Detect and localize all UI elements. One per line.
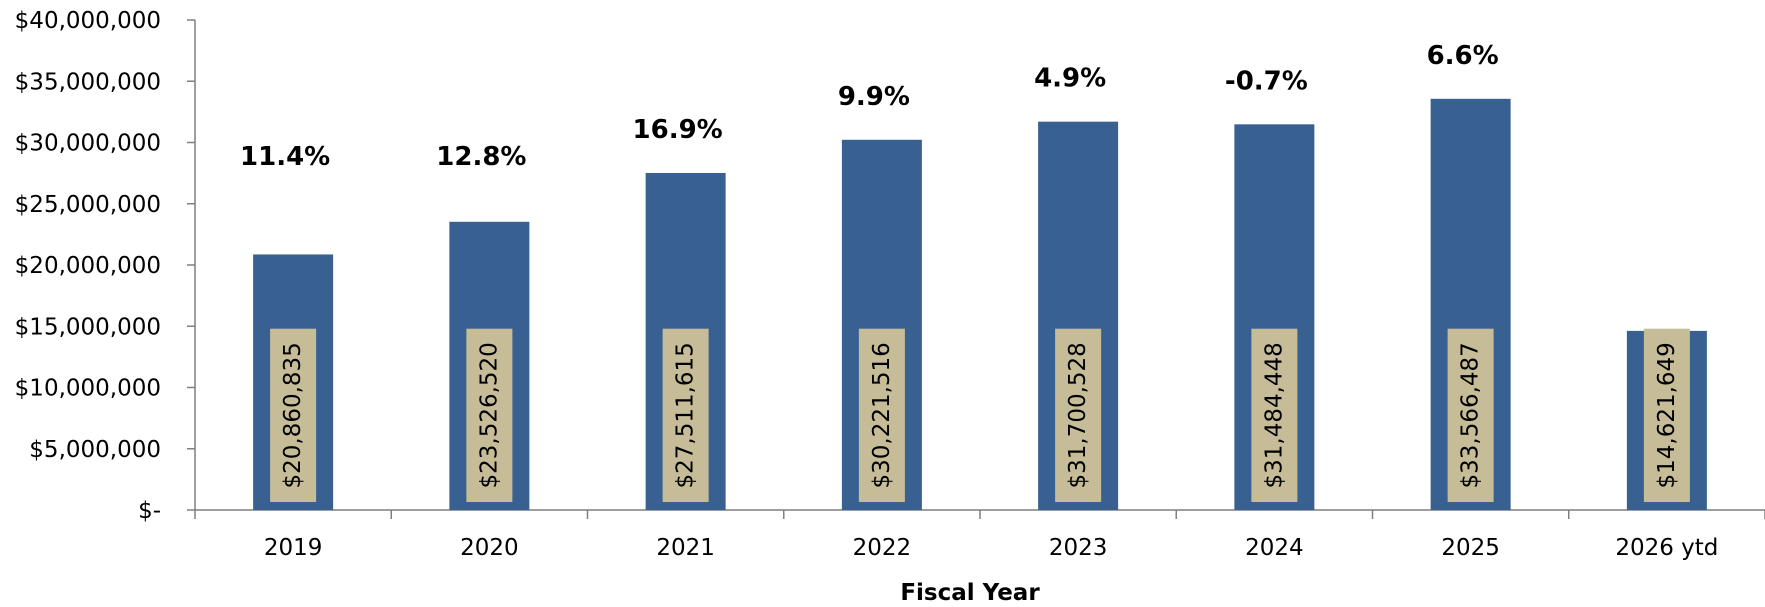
value-label: $20,860,835 (280, 342, 306, 488)
y-tick-label: $15,000,000 (15, 314, 161, 340)
y-tick-label: $25,000,000 (15, 192, 161, 218)
value-label-box (662, 328, 709, 502)
growth-label: 12.8% (436, 142, 526, 172)
value-label-box (858, 328, 905, 502)
value-label-box (466, 328, 513, 502)
x-tick-label: 2026 ytd (1615, 535, 1718, 561)
value-label: $30,221,516 (869, 342, 895, 488)
y-axis: $- $5,000,000 $10,000,000 $15,000,000 $20,00… (15, 8, 196, 524)
y-tick-label: $10,000,000 (15, 376, 161, 402)
growth-label: 6.6% (1427, 41, 1499, 71)
y-tick-label: $35,000,000 (15, 69, 161, 95)
growth-label: 16.9% (633, 115, 723, 145)
value-label-box (1447, 328, 1494, 502)
value-label: $27,511,615 (673, 342, 699, 488)
value-label-box (1055, 328, 1102, 502)
growth-label: 9.9% (838, 82, 910, 112)
y-tick-label: $5,000,000 (29, 437, 161, 463)
value-label-box (1251, 328, 1298, 502)
x-tick-label: 2023 (1049, 535, 1108, 561)
x-tick-label: 2025 (1441, 535, 1500, 561)
x-tick-label: 2024 (1245, 535, 1304, 561)
value-label-box (1643, 328, 1690, 502)
x-tick-label: 2022 (853, 535, 912, 561)
value-label: $14,621,649 (1654, 342, 1680, 488)
value-label: $31,484,448 (1261, 342, 1287, 488)
growth-label: 4.9% (1034, 64, 1106, 94)
y-tick-label: $40,000,000 (15, 8, 161, 34)
y-tick-label: $20,000,000 (15, 253, 161, 279)
value-label: $23,526,520 (476, 342, 502, 488)
value-label-box (270, 328, 317, 502)
value-label: $31,700,528 (1065, 342, 1091, 488)
y-tick-label: $30,000,000 (15, 131, 161, 157)
data-labels: $20,860,835 11.4% $23,526,520 12.8% $27,511,… (240, 41, 1690, 502)
growth-label: -0.7% (1225, 66, 1308, 96)
growth-label: 11.4% (240, 142, 330, 172)
x-tick-label: 2020 (460, 535, 519, 561)
x-axis: 2019 2020 2021 2022 2023 2024 2025 2026 ytd (194, 509, 1765, 561)
x-axis-title: Fiscal Year (900, 580, 1040, 606)
y-tick-label: $- (138, 498, 161, 524)
value-label: $33,566,487 (1458, 342, 1484, 488)
x-tick-label: 2021 (656, 535, 715, 561)
x-tick-label: 2019 (264, 535, 323, 561)
